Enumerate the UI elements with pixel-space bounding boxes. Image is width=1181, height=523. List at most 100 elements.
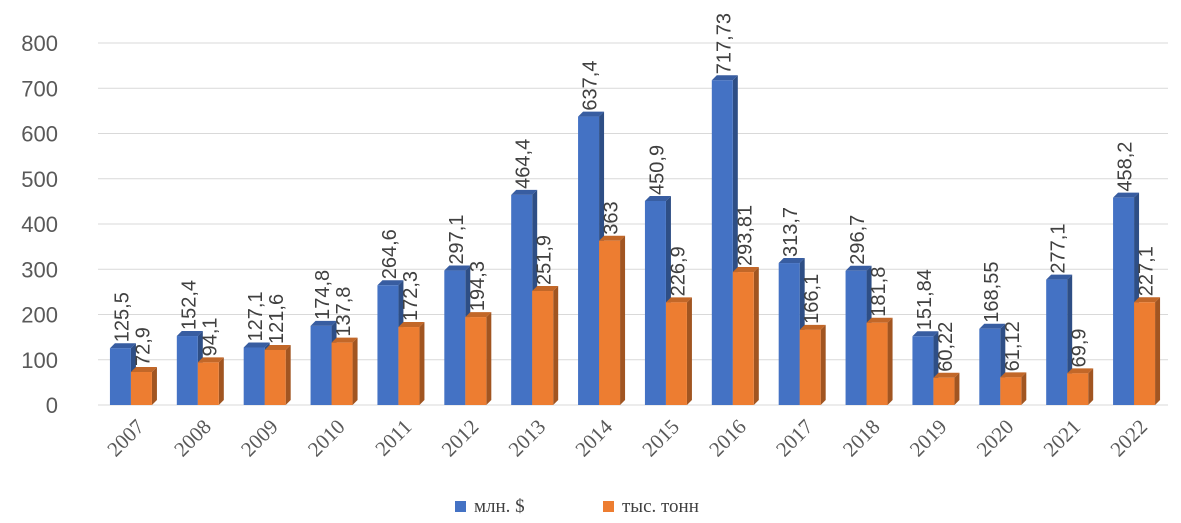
- bar-tonnes: [331, 337, 358, 405]
- bar-front: [398, 327, 420, 405]
- data-label: 121,6: [266, 294, 288, 344]
- bar-front: [331, 342, 353, 405]
- bar-side: [686, 297, 692, 405]
- data-label: 60,22: [935, 322, 957, 372]
- legend-item: тыс. тонн: [603, 496, 699, 517]
- bar-top: [398, 322, 425, 328]
- data-label: 277,1: [1048, 224, 1070, 274]
- bar-front: [377, 285, 399, 405]
- bar-tonnes: [264, 344, 291, 405]
- x-tick-label: 2017: [771, 415, 818, 462]
- data-label: 293,81: [734, 205, 756, 266]
- data-label: 313,7: [780, 207, 802, 257]
- data-label: 717,73: [713, 13, 735, 74]
- x-axis-ticks: 2007 2008 2009 2010 2011 2012 2013 2014 2015 2016…: [102, 414, 1152, 461]
- bar-top: [778, 258, 805, 264]
- bar-tonnes: [1067, 368, 1094, 405]
- bar-top: [511, 189, 538, 195]
- bar-top: [176, 331, 203, 337]
- bar-top: [732, 267, 759, 273]
- bar-top: [109, 343, 136, 349]
- bar-top: [578, 111, 605, 117]
- bar-tonnes: [732, 267, 759, 405]
- x-tick-label: 2022: [1105, 415, 1152, 462]
- bar-side: [352, 337, 358, 405]
- data-label: 151,84: [914, 269, 936, 330]
- bar-front: [644, 200, 666, 405]
- bar-top: [331, 337, 358, 343]
- bar-side: [218, 357, 224, 405]
- y-axis-ticks: 0 100 200 300 400 500 600 700 800: [21, 31, 58, 418]
- y-tick-label: 700: [21, 76, 58, 101]
- legend-label: млн. $: [474, 496, 525, 517]
- bar-top: [665, 297, 692, 303]
- bar-top: [866, 317, 893, 323]
- bar-side: [887, 317, 893, 405]
- bar-front: [665, 302, 687, 405]
- data-labels: 125,572,9 152,494,1 127,1 121,6 174,8 137,8 26…: [111, 13, 1157, 372]
- bar-tonnes: [465, 312, 492, 405]
- bar-tonnes: [197, 357, 224, 405]
- legend-item: млн. $: [455, 496, 525, 517]
- data-label: 94,1: [199, 317, 221, 356]
- bar-tonnes: [866, 317, 893, 405]
- bar-top: [1067, 368, 1094, 374]
- bar-front: [599, 240, 621, 405]
- x-tick-label: 2014: [570, 414, 617, 461]
- bar-side: [285, 344, 291, 405]
- bar-front: [799, 329, 821, 405]
- data-label: 72,9: [132, 327, 154, 366]
- bar-front: [578, 116, 600, 405]
- data-label: 226,9: [667, 246, 689, 296]
- bar-tonnes: [130, 367, 157, 405]
- bar-front: [912, 336, 934, 405]
- bar-tonnes: [1000, 372, 1027, 405]
- x-tick-label: 2020: [972, 415, 1019, 462]
- bar-side: [1088, 368, 1094, 405]
- bar-top: [644, 195, 671, 201]
- bar-top: [845, 265, 872, 271]
- bar-top: [599, 235, 626, 241]
- bar-tonnes: [532, 286, 559, 405]
- bar-top: [197, 357, 224, 363]
- x-tick-label: 2013: [504, 415, 551, 462]
- y-tick-label: 200: [21, 303, 58, 328]
- bar-side: [620, 235, 626, 405]
- data-label: 464,4: [513, 139, 535, 189]
- x-tick-label: 2018: [838, 415, 885, 462]
- x-tick-label: 2009: [236, 415, 283, 462]
- data-label: 172,3: [400, 271, 422, 321]
- bar-front: [310, 325, 332, 405]
- bar-side: [553, 286, 559, 405]
- data-label: 137,8: [333, 287, 355, 337]
- bar-top: [130, 367, 157, 373]
- bar-front: [1113, 197, 1135, 405]
- y-tick-label: 0: [46, 393, 58, 418]
- bar-front: [511, 194, 533, 405]
- bar-top: [799, 324, 826, 330]
- data-label: 174,8: [312, 270, 334, 320]
- bar-top: [264, 344, 291, 350]
- bar-front: [979, 328, 1001, 405]
- bar-front: [1000, 377, 1022, 405]
- y-tick-label: 500: [21, 167, 58, 192]
- bar-front: [1134, 302, 1156, 405]
- bar-front: [130, 372, 152, 405]
- bar-front: [732, 272, 754, 405]
- bar-top: [532, 286, 559, 292]
- x-tick-label: 2021: [1039, 415, 1086, 462]
- bar-side: [1021, 372, 1027, 405]
- bar-side: [486, 312, 492, 405]
- x-tick-label: 2019: [905, 415, 952, 462]
- data-label: 297,1: [446, 214, 468, 264]
- bar-top: [1113, 192, 1140, 198]
- bar-side: [151, 367, 157, 405]
- y-tick-label: 100: [21, 348, 58, 373]
- bar-side: [753, 267, 759, 405]
- bar-top: [1046, 274, 1073, 280]
- bar-front: [866, 322, 888, 405]
- legend-swatch: [603, 501, 614, 512]
- bar-top: [912, 331, 939, 337]
- bar-tonnes: [665, 297, 692, 405]
